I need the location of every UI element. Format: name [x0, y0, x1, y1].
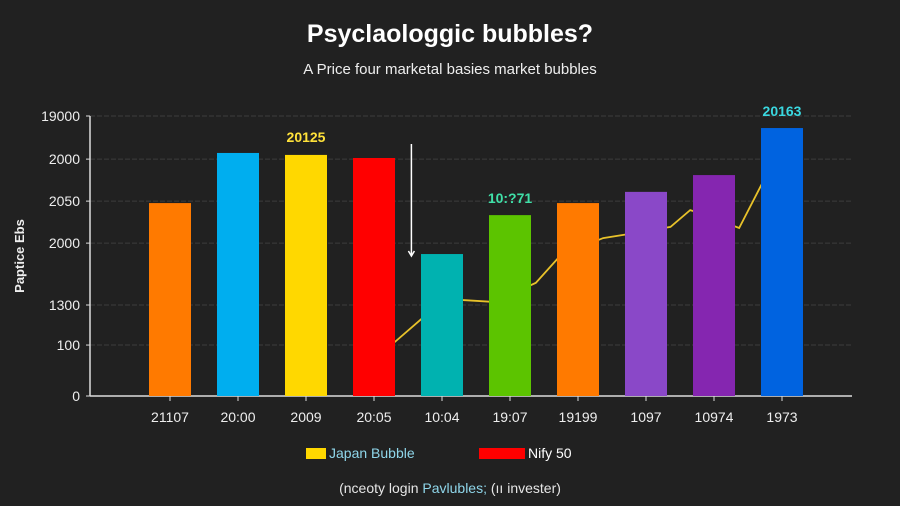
footnote-text: (nceoty login	[339, 480, 423, 496]
arrow-head-icon	[407, 250, 416, 258]
y-tick-label: 0	[72, 388, 80, 404]
data-label: 10:?71	[488, 190, 533, 206]
bar	[353, 158, 395, 396]
bar	[149, 203, 191, 396]
x-tick-label: 10974	[695, 409, 734, 425]
y-tick-label: 2000	[49, 235, 80, 251]
legend-item-japan-bubble: Japan Bubble	[306, 445, 415, 461]
legend-item-nify-50: Nify 50	[479, 445, 572, 461]
bar	[217, 152, 259, 396]
bar	[285, 154, 327, 396]
y-tick-label: 2050	[49, 193, 80, 209]
legend-swatch	[479, 447, 525, 459]
y-tick-label: 1300	[49, 297, 80, 313]
y-tick-label: 100	[57, 337, 81, 353]
bar	[761, 128, 803, 397]
data-label: 20125	[287, 129, 326, 145]
bar	[421, 254, 463, 396]
bar	[693, 175, 735, 396]
bar	[625, 191, 667, 396]
chart-subtitle: A Price four marketal basies market bubb…	[303, 61, 597, 78]
legend-swatch	[306, 447, 326, 459]
y-axis-label: Paptice Ebs	[12, 219, 27, 293]
chart-title: Psyclaologgic bubbles?	[306, 20, 594, 48]
x-tick-label: 20:05	[356, 409, 391, 425]
x-tick-label: 10:04	[424, 409, 459, 425]
x-tick-label: 19:07	[492, 409, 527, 425]
bar	[557, 203, 599, 396]
bar	[489, 215, 531, 396]
y-tick-label: 2000	[49, 151, 80, 167]
x-tick-label: 20:00	[220, 409, 255, 425]
x-tick-label: 1973	[766, 409, 797, 425]
x-tick-label: 21107	[151, 409, 189, 425]
footnote: (nceoty login Pavlubles; (ıı invester)	[0, 480, 900, 496]
x-tick-label: 1097	[630, 409, 661, 425]
y-tick-label: 19000	[41, 108, 80, 124]
footnote-highlight: Pavlubles;	[422, 480, 487, 496]
legend-label: Nify 50	[528, 445, 572, 461]
legend-label: Japan Bubble	[329, 445, 415, 461]
x-tick-label: 2009	[290, 409, 321, 425]
data-label: 20163	[763, 103, 802, 119]
footnote-text: (ıı invester)	[486, 480, 561, 496]
x-tick-label: 19199	[559, 409, 598, 425]
